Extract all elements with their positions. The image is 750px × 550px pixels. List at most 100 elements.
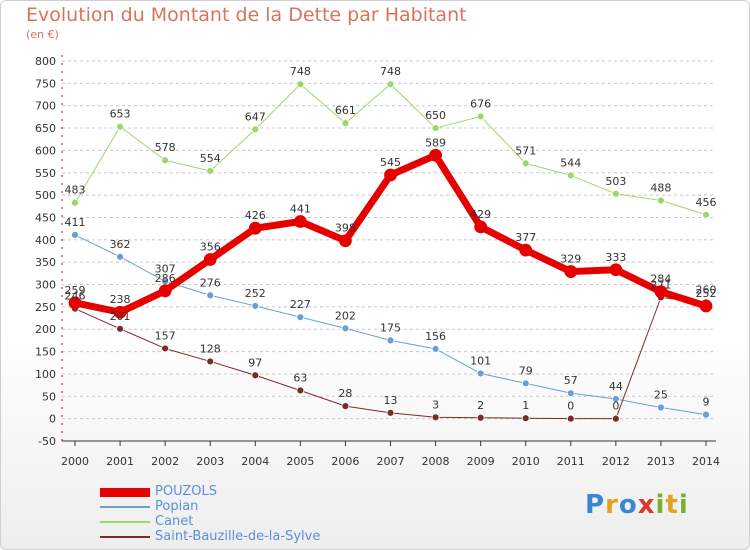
y-tick-label: 750 [35,77,56,90]
data-point [293,215,307,228]
data-point [251,125,260,134]
data-point [566,389,575,398]
data-point [611,414,620,423]
data-point [386,80,395,89]
data-point [521,159,530,168]
data-point [431,124,440,132]
data-label: 128 [200,342,221,355]
y-tick-label: 150 [35,346,56,359]
data-label: 44 [609,380,623,393]
data-label: 456 [696,196,717,209]
data-label: 276 [200,276,221,289]
x-tick-label: 2007 [377,455,405,468]
data-point [386,408,395,417]
data-point [71,231,79,239]
data-point [429,148,442,162]
x-tick-label: 2013 [647,455,675,468]
y-tick-label: 800 [35,55,56,68]
logo-letter: P [585,490,606,520]
data-label: 201 [110,310,131,323]
data-point [702,410,710,419]
legend-swatch [100,487,150,497]
data-point [566,414,575,423]
data-label: 25 [654,388,668,401]
data-point [203,253,217,266]
x-tick-label: 2009 [467,455,495,468]
data-label: 544 [560,156,581,169]
data-label: 748 [380,65,401,78]
data-point [251,371,260,380]
data-label: 377 [515,231,536,244]
data-point [341,119,350,128]
data-label: 156 [425,330,446,343]
data-point [206,291,215,300]
data-label: 661 [335,104,356,117]
logo-letter: r [605,490,619,520]
data-point [206,357,215,366]
data-label: 246 [65,290,86,303]
x-tick-label: 2011 [557,455,585,468]
logo-letter: i [655,490,666,520]
y-tick-label: -50 [38,435,56,448]
logo-letter: x [637,490,656,520]
y-tick-label: 200 [35,323,56,336]
data-point [341,402,350,411]
y-tick-label: 450 [35,211,56,224]
data-point [476,413,485,422]
chart-unit: (en €) [26,28,59,41]
data-label: 202 [335,309,356,322]
data-label: 0 [567,400,574,413]
data-point [161,344,170,353]
data-label: 554 [200,152,221,165]
data-label: 307 [155,262,176,275]
data-label: 157 [155,329,176,342]
data-point [248,221,262,235]
x-tick-label: 2010 [512,455,540,468]
data-point [113,305,127,319]
data-label: 329 [560,253,581,266]
data-label: 653 [110,108,131,121]
data-label: 483 [65,184,86,197]
x-tick-label: 2001 [106,455,134,468]
legend-swatch [100,506,150,508]
y-tick-label: 350 [35,256,56,269]
data-label: 426 [245,209,266,222]
data-label: 3 [432,398,439,411]
data-point [609,263,623,277]
data-label: 175 [380,321,401,334]
data-label: 362 [110,238,131,251]
data-label: 227 [290,298,311,311]
data-point [657,196,665,205]
legend-label: POUZOLS [155,484,217,499]
data-point [431,345,440,353]
data-label: 101 [470,354,491,367]
data-label: 333 [605,251,626,264]
data-label: 238 [110,293,131,306]
y-tick-label: 700 [35,100,56,113]
legend-swatch [100,521,150,523]
data-point [611,395,620,403]
data-point [702,210,710,219]
data-label: 676 [470,97,491,110]
data-label: 578 [155,141,176,154]
data-label: 259 [65,284,86,297]
data-label: 429 [470,208,491,221]
data-point [116,324,124,333]
data-point [341,324,350,333]
y-tick-label: 0 [49,413,56,426]
data-label: 571 [515,144,536,157]
data-point [68,296,82,310]
data-point [339,234,352,248]
data-label: 284 [650,273,671,286]
data-label: 28 [338,387,352,400]
legend-swatch [100,536,150,538]
data-label: 9 [703,396,710,409]
data-point [657,403,665,412]
x-tick-label: 2004 [241,455,269,468]
y-tick-label: 600 [35,144,56,157]
data-label: 398 [335,222,356,235]
legend-label: Saint-Bauzille-de-la-Sylve [155,529,321,544]
y-tick-label: 650 [35,122,56,135]
data-label: 589 [425,136,446,149]
